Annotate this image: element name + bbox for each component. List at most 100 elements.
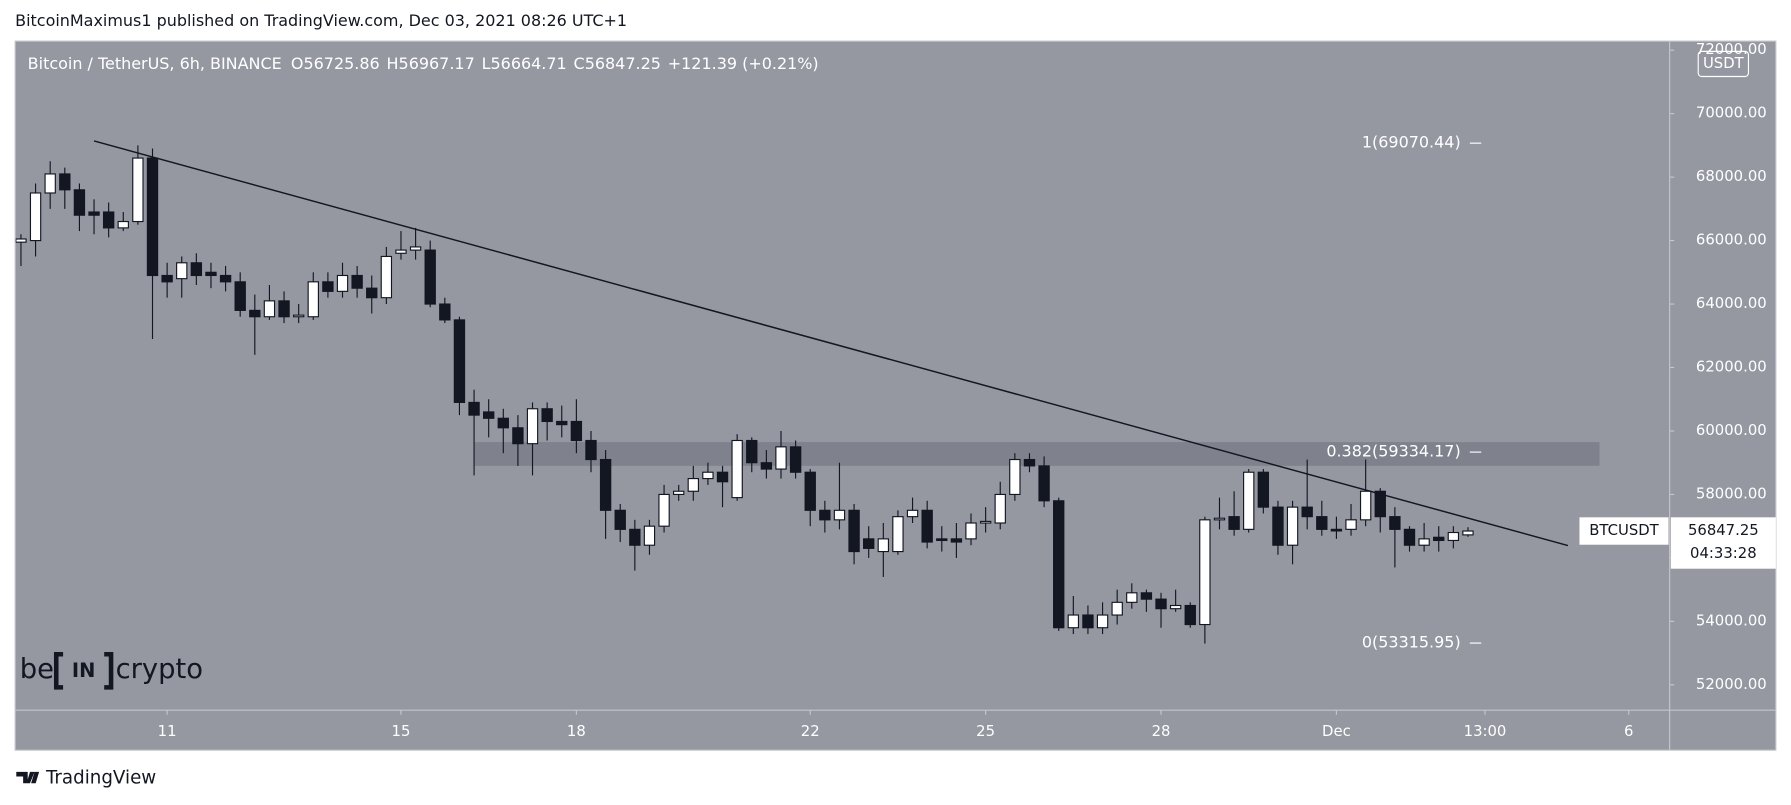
candle-body: [468, 401, 480, 416]
candle-body: [1184, 604, 1196, 626]
y-tick-label: 60000.00: [1696, 422, 1767, 439]
chart-background: [15, 41, 1776, 751]
candle-body: [380, 255, 393, 299]
candle-body: [1009, 458, 1021, 496]
ohlc-value: 56664.71: [491, 53, 567, 72]
candle-body: [205, 271, 217, 277]
candle-body: [643, 525, 656, 546]
ohlc-value: 56725.86: [303, 53, 379, 72]
candle-body: [249, 309, 261, 318]
candle-body: [29, 192, 42, 242]
candle-body: [1213, 517, 1226, 521]
candle-body: [1082, 614, 1094, 629]
fib-label: 1(69070.44): [1362, 133, 1461, 152]
chart-frame: [14, 40, 1777, 751]
candle-body: [44, 173, 56, 194]
candle-body: [482, 411, 495, 419]
x-tick-label: 11: [158, 723, 177, 740]
watermark-text: be: [20, 654, 54, 685]
candle-body: [497, 417, 509, 429]
candle-body: [1169, 604, 1182, 610]
candle-body: [190, 262, 203, 277]
ohlc-label: C: [574, 53, 585, 72]
candle-body: [833, 509, 846, 521]
candle-body: [731, 439, 743, 499]
x-tick-label: 18: [567, 723, 586, 740]
plot-area: [15, 140, 1600, 644]
candle-body: [146, 157, 159, 277]
candle-body: [1403, 528, 1416, 546]
x-tick-label: Dec: [1322, 723, 1351, 740]
currency: USDT: [1703, 55, 1745, 72]
candle-body: [760, 462, 773, 470]
candle-body: [1433, 536, 1445, 542]
candle-body: [336, 274, 349, 292]
candle-body: [775, 446, 787, 470]
candle-body: [1272, 506, 1284, 546]
candle-body: [921, 509, 933, 543]
ohlc-value: 56967.17: [399, 53, 475, 72]
candle-body: [892, 516, 904, 553]
x-tick-label: 25: [976, 723, 995, 740]
candle-body: [278, 300, 290, 318]
candle-body: [1023, 458, 1036, 467]
candle-body: [1199, 519, 1211, 626]
candle-body: [936, 538, 948, 542]
footer-brand: TradingView: [45, 768, 156, 789]
y-tick-label: 54000.00: [1696, 612, 1767, 629]
candle-body: [15, 238, 27, 243]
candle-body: [673, 490, 685, 496]
candle-body: [585, 439, 597, 461]
candle-body: [176, 262, 188, 280]
candle-body: [526, 408, 539, 445]
candle-body: [1374, 490, 1386, 518]
candle-body: [292, 314, 305, 318]
publisher-header: BitcoinMaximus1 published on TradingView…: [15, 11, 627, 30]
x-tick-label: 6: [1624, 723, 1633, 740]
candle-body: [1096, 614, 1109, 629]
watermark-text: crypto: [116, 654, 203, 685]
candle-body: [1345, 519, 1357, 530]
candle-body: [409, 246, 422, 251]
price-tag-label: 56847.25: [1688, 522, 1759, 539]
candle-body: [1462, 530, 1474, 536]
candle-body: [570, 420, 583, 442]
candle-body: [614, 509, 626, 530]
candle-body: [351, 274, 363, 289]
candle-body: [1301, 506, 1313, 518]
candle-body: [1155, 598, 1167, 610]
y-tick-label: 64000.00: [1696, 295, 1767, 312]
candle-body: [219, 274, 232, 283]
candle-body: [687, 478, 699, 492]
candle-body: [161, 274, 173, 283]
candle-body: [424, 249, 436, 305]
x-tick-label: 13:00: [1464, 723, 1507, 740]
candle-body: [863, 538, 875, 549]
candle-body: [541, 408, 553, 423]
candle-body: [1053, 500, 1065, 629]
candle-body: [512, 427, 524, 445]
candle-body: [789, 446, 802, 473]
fib-label: 0.382(59334.17): [1326, 442, 1460, 461]
watermark-text: IN: [72, 659, 95, 682]
candle-body: [1286, 506, 1299, 546]
watermark: be IN crypto: [20, 651, 203, 690]
candle-body: [556, 420, 568, 426]
candle-body: [1418, 538, 1430, 546]
candle-body: [716, 471, 729, 483]
candle-body: [629, 528, 641, 546]
candle-body: [1243, 471, 1255, 530]
candle-body: [658, 493, 670, 527]
candle-body: [59, 173, 71, 191]
candle-body: [1111, 601, 1123, 616]
legend: Bitcoin / TetherUS, 6h, BINANCE O56725.86…: [28, 53, 819, 72]
watermark-brackets: [53, 651, 114, 690]
candle-body: [877, 538, 890, 553]
currency-box[interactable]: [1697, 50, 1750, 78]
y-tick-label: 66000.00: [1696, 232, 1767, 249]
candle-body: [1359, 490, 1372, 521]
tradingview-logo: [16, 771, 40, 784]
candle-body: [599, 458, 612, 511]
countdown: 04:33:28: [1690, 545, 1757, 562]
